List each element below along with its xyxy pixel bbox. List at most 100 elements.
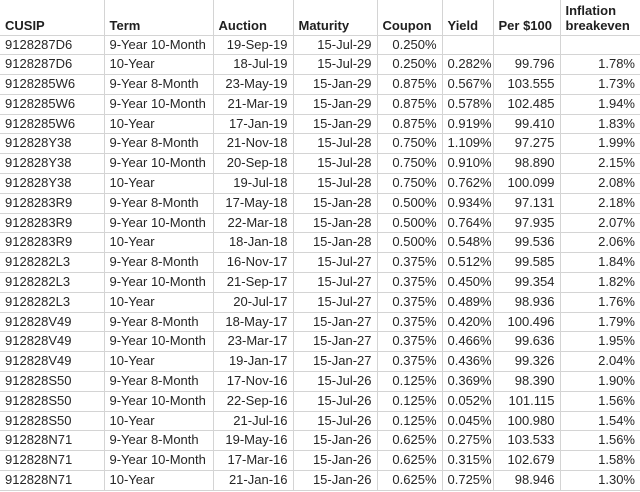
column-header-breakeven[interactable]: Inflation breakeven	[560, 0, 640, 36]
cell-auction[interactable]: 23-Mar-17	[213, 331, 294, 353]
cell-term[interactable]: 10-Year	[104, 351, 214, 373]
cell-maturity[interactable]: 15-Jul-28	[293, 173, 378, 194]
cell-yield[interactable]: 0.725%	[442, 470, 494, 491]
cell-breakeven[interactable]: 2.06%	[560, 232, 640, 254]
cell-breakeven[interactable]: 1.94%	[560, 94, 640, 115]
cell-yield[interactable]: 0.762%	[442, 173, 494, 194]
cell-yield[interactable]: 0.919%	[442, 114, 494, 135]
cell-maturity[interactable]: 15-Jan-28	[293, 193, 378, 214]
column-header-per100[interactable]: Per $100	[493, 0, 561, 36]
cell-coupon[interactable]: 0.875%	[377, 94, 443, 115]
cell-maturity[interactable]: 15-Jul-26	[293, 411, 378, 432]
cell-per100[interactable]: 98.936	[493, 292, 561, 313]
cell-yield[interactable]	[442, 35, 494, 56]
cell-per100[interactable]: 97.131	[493, 193, 561, 214]
cell-maturity[interactable]: 15-Jul-27	[293, 252, 378, 274]
cell-breakeven[interactable]: 1.95%	[560, 331, 640, 353]
cell-yield[interactable]: 0.512%	[442, 252, 494, 274]
cell-term[interactable]: 9-Year 10-Month	[104, 94, 214, 115]
cell-cusip[interactable]: 912828V49	[0, 312, 105, 333]
cell-term[interactable]: 9-Year 8-Month	[104, 312, 214, 333]
cell-breakeven[interactable]: 1.82%	[560, 272, 640, 293]
cell-auction[interactable]: 21-Jan-16	[213, 470, 294, 491]
cell-term[interactable]: 9-Year 10-Month	[104, 272, 214, 293]
cell-coupon[interactable]: 0.625%	[377, 430, 443, 452]
cell-yield[interactable]: 0.315%	[442, 450, 494, 472]
cell-per100[interactable]	[493, 35, 561, 56]
cell-per100[interactable]: 98.390	[493, 371, 561, 392]
cell-yield[interactable]: 0.282%	[442, 54, 494, 76]
cell-auction[interactable]: 19-Jul-18	[213, 173, 294, 194]
cell-cusip[interactable]: 912828S50	[0, 371, 105, 392]
cell-breakeven[interactable]: 1.73%	[560, 74, 640, 95]
cell-maturity[interactable]: 15-Jan-27	[293, 312, 378, 333]
cell-per100[interactable]: 97.275	[493, 133, 561, 155]
cell-term[interactable]: 9-Year 10-Month	[104, 391, 214, 412]
cell-auction[interactable]: 22-Sep-16	[213, 391, 294, 412]
cell-term[interactable]: 9-Year 8-Month	[104, 371, 214, 392]
cell-coupon[interactable]: 0.500%	[377, 213, 443, 234]
cell-maturity[interactable]: 15-Jul-27	[293, 272, 378, 293]
cell-maturity[interactable]: 15-Jan-29	[293, 114, 378, 135]
cell-coupon[interactable]: 0.500%	[377, 193, 443, 214]
cell-cusip[interactable]: 9128283R9	[0, 213, 105, 234]
cell-auction[interactable]: 16-Nov-17	[213, 252, 294, 274]
cell-coupon[interactable]: 0.375%	[377, 312, 443, 333]
cell-auction[interactable]: 18-Jan-18	[213, 232, 294, 254]
cell-yield[interactable]: 1.109%	[442, 133, 494, 155]
cell-term[interactable]: 10-Year	[104, 292, 214, 313]
cell-maturity[interactable]: 15-Jan-29	[293, 94, 378, 115]
cell-coupon[interactable]: 0.375%	[377, 252, 443, 274]
cell-auction[interactable]: 20-Sep-18	[213, 153, 294, 175]
cell-auction[interactable]: 21-Nov-18	[213, 133, 294, 155]
cell-maturity[interactable]: 15-Jan-27	[293, 351, 378, 373]
cell-yield[interactable]: 0.436%	[442, 351, 494, 373]
cell-auction[interactable]: 21-Mar-19	[213, 94, 294, 115]
cell-per100[interactable]: 101.115	[493, 391, 561, 412]
cell-per100[interactable]: 103.533	[493, 430, 561, 452]
cell-coupon[interactable]: 0.375%	[377, 331, 443, 353]
cell-auction[interactable]: 22-Mar-18	[213, 213, 294, 234]
cell-auction[interactable]: 19-May-16	[213, 430, 294, 452]
cell-term[interactable]: 10-Year	[104, 470, 214, 491]
cell-per100[interactable]: 98.890	[493, 153, 561, 175]
cell-per100[interactable]: 99.354	[493, 272, 561, 293]
cell-coupon[interactable]: 0.375%	[377, 272, 443, 293]
cell-yield[interactable]: 0.052%	[442, 391, 494, 412]
cell-maturity[interactable]: 15-Jul-26	[293, 371, 378, 392]
cell-breakeven[interactable]: 1.90%	[560, 371, 640, 392]
cell-coupon[interactable]: 0.750%	[377, 173, 443, 194]
cell-cusip[interactable]: 912828N71	[0, 430, 105, 452]
cell-cusip[interactable]: 9128287D6	[0, 54, 105, 76]
cell-cusip[interactable]: 912828S50	[0, 391, 105, 412]
cell-cusip[interactable]: 9128283R9	[0, 232, 105, 254]
cell-breakeven[interactable]: 1.84%	[560, 252, 640, 274]
cell-cusip[interactable]: 912828S50	[0, 411, 105, 432]
cell-cusip[interactable]: 9128282L3	[0, 252, 105, 274]
cell-breakeven[interactable]: 1.30%	[560, 470, 640, 491]
cell-coupon[interactable]: 0.625%	[377, 470, 443, 491]
cell-per100[interactable]: 97.935	[493, 213, 561, 234]
cell-cusip[interactable]: 9128287D6	[0, 35, 105, 56]
cell-auction[interactable]: 23-May-19	[213, 74, 294, 95]
cell-term[interactable]: 9-Year 10-Month	[104, 35, 214, 56]
column-header-cusip[interactable]: CUSIP	[0, 0, 105, 36]
cell-term[interactable]: 9-Year 10-Month	[104, 213, 214, 234]
cell-term[interactable]: 10-Year	[104, 54, 214, 76]
cell-coupon[interactable]: 0.250%	[377, 35, 443, 56]
cell-per100[interactable]: 99.585	[493, 252, 561, 274]
cell-coupon[interactable]: 0.125%	[377, 391, 443, 412]
cell-breakeven[interactable]: 1.78%	[560, 54, 640, 76]
cell-term[interactable]: 10-Year	[104, 114, 214, 135]
cell-cusip[interactable]: 9128285W6	[0, 74, 105, 95]
cell-per100[interactable]: 100.980	[493, 411, 561, 432]
cell-term[interactable]: 9-Year 10-Month	[104, 450, 214, 472]
cell-yield[interactable]: 0.466%	[442, 331, 494, 353]
cell-coupon[interactable]: 0.125%	[377, 371, 443, 392]
cell-maturity[interactable]: 15-Jul-27	[293, 292, 378, 313]
cell-auction[interactable]: 18-May-17	[213, 312, 294, 333]
cell-yield[interactable]: 0.764%	[442, 213, 494, 234]
cell-yield[interactable]: 0.567%	[442, 74, 494, 95]
cell-cusip[interactable]: 912828Y38	[0, 173, 105, 194]
cell-cusip[interactable]: 912828Y38	[0, 153, 105, 175]
